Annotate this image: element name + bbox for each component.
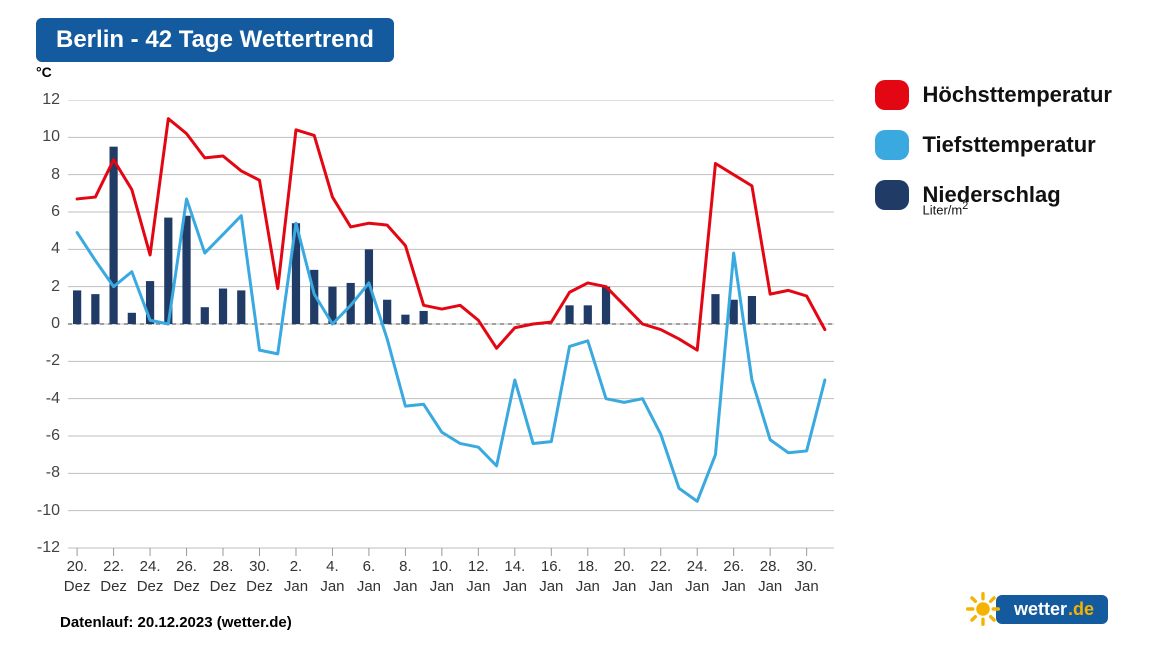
y-tick-label: 6 bbox=[20, 203, 60, 221]
x-tick-label-month: Jan bbox=[466, 578, 490, 595]
x-tick-label: 24. bbox=[687, 558, 708, 575]
x-tick-label-month: Dez bbox=[246, 578, 273, 595]
y-tick-label: -6 bbox=[20, 427, 60, 445]
legend: Höchsttemperatur Tiefsttemperatur Nieder… bbox=[875, 80, 1112, 217]
x-tick-label: 16. bbox=[541, 558, 562, 575]
x-tick-label: 20. bbox=[67, 558, 88, 575]
y-tick-label: -12 bbox=[20, 539, 60, 557]
x-tick-label-month: Dez bbox=[173, 578, 200, 595]
x-tick-label: 6. bbox=[363, 558, 376, 575]
x-tick-label: 24. bbox=[140, 558, 161, 575]
x-tick-label-month: Jan bbox=[320, 578, 344, 595]
y-tick-label: 8 bbox=[20, 166, 60, 184]
x-tick-label-month: Jan bbox=[758, 578, 782, 595]
legend-item-high: Höchsttemperatur bbox=[875, 80, 1112, 110]
y-tick-label: -2 bbox=[20, 352, 60, 370]
x-tick-label-month: Dez bbox=[137, 578, 164, 595]
x-tick-label-month: Jan bbox=[722, 578, 746, 595]
chart-title: Berlin - 42 Tage Wettertrend bbox=[36, 18, 394, 62]
legend-swatch-high bbox=[875, 80, 909, 110]
x-tick-label: 26. bbox=[723, 558, 744, 575]
x-tick-label-month: Dez bbox=[64, 578, 91, 595]
x-tick-label-month: Jan bbox=[685, 578, 709, 595]
x-tick-label-month: Jan bbox=[284, 578, 308, 595]
x-tick-label-month: Jan bbox=[503, 578, 527, 595]
brand-name: wetter bbox=[1014, 599, 1067, 620]
legend-swatch-precip bbox=[875, 180, 909, 210]
x-tick-label: 30. bbox=[796, 558, 817, 575]
x-tick-label-month: Jan bbox=[539, 578, 563, 595]
y-tick-label: -10 bbox=[20, 502, 60, 520]
y-tick-label: 10 bbox=[20, 128, 60, 146]
y-tick-label: -8 bbox=[20, 464, 60, 482]
x-tick-label: 12. bbox=[468, 558, 489, 575]
x-tick-label: 22. bbox=[103, 558, 124, 575]
legend-label-high: Höchsttemperatur bbox=[923, 82, 1112, 108]
x-tick-label: 28. bbox=[760, 558, 781, 575]
x-tick-label-month: Jan bbox=[612, 578, 636, 595]
x-tick-label: 30. bbox=[249, 558, 270, 575]
y-tick-label: 2 bbox=[20, 278, 60, 296]
data-caption: Datenlauf: 20.12.2023 (wetter.de) bbox=[60, 614, 292, 631]
brand-suffix: .de bbox=[1068, 599, 1094, 620]
x-tick-label-month: Jan bbox=[576, 578, 600, 595]
x-tick-label: 26. bbox=[176, 558, 197, 575]
x-tick-label: 28. bbox=[213, 558, 234, 575]
x-tick-label-month: Jan bbox=[393, 578, 417, 595]
x-tick-label-month: Jan bbox=[649, 578, 673, 595]
brand-logo: wetter.de bbox=[966, 592, 1108, 626]
y-axis-unit: °C bbox=[36, 64, 52, 80]
x-tick-label: 4. bbox=[326, 558, 339, 575]
x-tick-label-month: Dez bbox=[210, 578, 237, 595]
legend-label-low: Tiefsttemperatur bbox=[923, 132, 1096, 158]
legend-item-low: Tiefsttemperatur bbox=[875, 130, 1112, 160]
x-tick-label: 2. bbox=[290, 558, 303, 575]
x-tick-label-month: Jan bbox=[357, 578, 381, 595]
x-tick-label-month: Dez bbox=[100, 578, 127, 595]
x-tick-label: 20. bbox=[614, 558, 635, 575]
y-tick-label: -4 bbox=[20, 390, 60, 408]
x-tick-label-month: Jan bbox=[795, 578, 819, 595]
weather-plot bbox=[18, 100, 844, 618]
legend-swatch-low bbox=[875, 130, 909, 160]
x-tick-label: 18. bbox=[577, 558, 598, 575]
sun-icon bbox=[966, 592, 1000, 626]
x-tick-label: 14. bbox=[504, 558, 525, 575]
x-tick-label: 10. bbox=[431, 558, 452, 575]
y-tick-label: 0 bbox=[20, 315, 60, 333]
y-tick-label: 12 bbox=[20, 91, 60, 109]
x-tick-label: 8. bbox=[399, 558, 412, 575]
x-tick-label: 22. bbox=[650, 558, 671, 575]
y-tick-label: 4 bbox=[20, 240, 60, 258]
x-tick-label-month: Jan bbox=[430, 578, 454, 595]
